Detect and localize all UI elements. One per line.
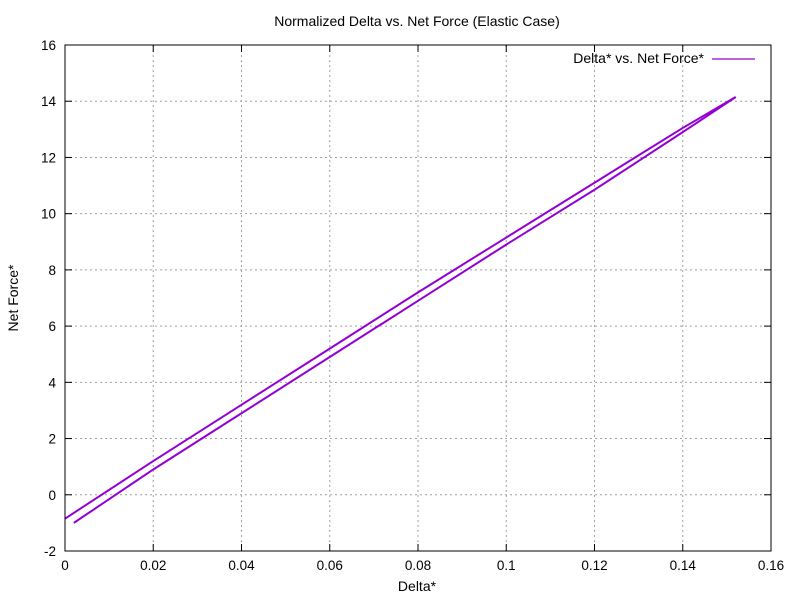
plot-data xyxy=(64,96,737,524)
y-axis-label: Net Force* xyxy=(5,264,21,331)
y-tick-label: 6 xyxy=(48,319,56,334)
legend-label: Delta* vs. Net Force* xyxy=(573,50,704,66)
x-tick-label: 0.04 xyxy=(228,558,255,573)
x-tick-label: 0.06 xyxy=(317,558,343,573)
y-tick-label: 8 xyxy=(48,263,56,278)
x-tick-label: 0.1 xyxy=(497,558,516,573)
grid-lines xyxy=(65,45,771,551)
y-tick-label: 14 xyxy=(41,94,57,109)
y-tick-label: 12 xyxy=(41,150,56,165)
x-tick-label: 0.08 xyxy=(405,558,431,573)
y-tick-label: 0 xyxy=(48,488,56,503)
x-tick-label: 0.14 xyxy=(670,558,697,573)
x-axis-label: Delta* xyxy=(398,578,437,594)
y-tick-label: -2 xyxy=(44,544,56,559)
x-tick-label: 0.02 xyxy=(140,558,166,573)
series-line-1 xyxy=(73,96,737,524)
x-tick-label: 0.16 xyxy=(758,558,784,573)
y-tick-label: 4 xyxy=(48,375,56,390)
x-tick-label: 0.12 xyxy=(581,558,607,573)
y-tick-label: 16 xyxy=(41,38,56,53)
y-tick-label: 2 xyxy=(48,432,56,447)
x-tick-label: 0 xyxy=(61,558,69,573)
y-tick-label: 10 xyxy=(41,207,56,222)
axis-ticks xyxy=(64,44,772,552)
legend: Delta* vs. Net Force* xyxy=(573,50,755,66)
chart-title: Normalized Delta vs. Net Force (Elastic … xyxy=(274,13,560,29)
series-line-0 xyxy=(64,96,737,520)
